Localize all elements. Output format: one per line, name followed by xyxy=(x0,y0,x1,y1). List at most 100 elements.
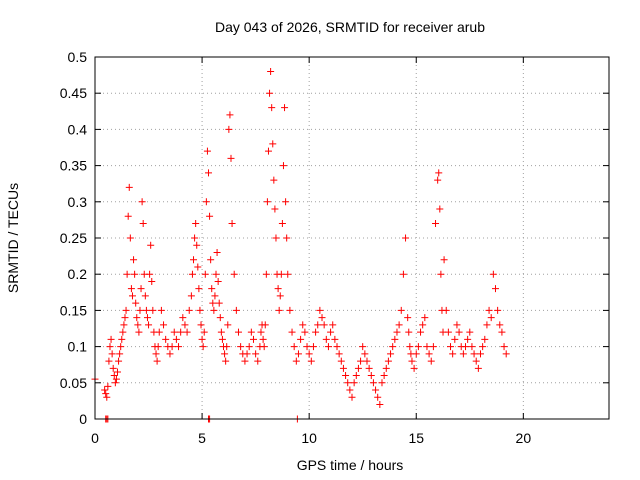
data-point xyxy=(350,379,358,387)
data-point xyxy=(408,357,416,365)
data-point xyxy=(103,393,111,401)
chart-title: Day 043 of 2026, SRMTID for receiver aru… xyxy=(215,19,485,35)
data-point xyxy=(274,285,282,293)
data-point xyxy=(208,285,216,293)
data-point xyxy=(264,147,272,155)
data-point xyxy=(485,306,493,314)
y-tick-label: 0.05 xyxy=(60,375,87,391)
data-point xyxy=(494,306,502,314)
data-point xyxy=(147,241,155,249)
data-point xyxy=(271,205,279,213)
data-point xyxy=(172,335,180,343)
data-point xyxy=(327,328,335,336)
data-point xyxy=(137,285,145,293)
data-point xyxy=(155,328,163,336)
data-point xyxy=(470,350,478,358)
data-point xyxy=(279,162,287,170)
data-point xyxy=(243,350,251,358)
y-axis-label: SRMTID / TECUs xyxy=(5,183,21,293)
data-point xyxy=(113,368,121,376)
data-point xyxy=(342,372,350,380)
data-point xyxy=(374,393,382,401)
data-point xyxy=(440,256,448,264)
data-point xyxy=(127,285,135,293)
data-point xyxy=(419,321,427,329)
data-point xyxy=(363,357,371,365)
data-point xyxy=(128,292,136,300)
data-point xyxy=(294,350,302,358)
data-point xyxy=(211,292,219,300)
data-point xyxy=(444,328,452,336)
data-point xyxy=(205,169,213,177)
data-point xyxy=(405,328,413,336)
data-point xyxy=(108,350,116,358)
data-point xyxy=(434,176,442,184)
y-tick-label: 0.3 xyxy=(68,194,88,210)
data-point xyxy=(292,357,300,365)
y-tick-label: 0.35 xyxy=(60,158,87,174)
data-point xyxy=(234,328,242,336)
data-point xyxy=(133,314,141,322)
data-point xyxy=(314,321,322,329)
data-point xyxy=(207,256,215,264)
data-point xyxy=(427,357,435,365)
data-point xyxy=(365,364,373,372)
data-point xyxy=(303,343,311,351)
data-point xyxy=(477,350,484,358)
data-point xyxy=(466,328,474,336)
data-point xyxy=(225,125,233,133)
data-point xyxy=(380,372,388,380)
data-point xyxy=(216,314,224,322)
data-point xyxy=(209,299,217,307)
data-point xyxy=(278,220,286,228)
x-tick-label: 5 xyxy=(198,430,206,446)
data-point xyxy=(378,379,386,387)
data-point xyxy=(232,306,240,314)
data-point xyxy=(202,198,210,206)
data-point xyxy=(299,321,307,329)
data-point xyxy=(331,335,339,343)
data-point xyxy=(406,343,414,351)
x-axis-label: GPS time / hours xyxy=(297,457,404,473)
y-tick-label: 0.4 xyxy=(68,121,88,137)
data-point xyxy=(335,350,343,358)
data-point xyxy=(346,386,354,394)
data-point xyxy=(333,343,341,351)
data-point xyxy=(179,314,187,322)
data-point xyxy=(479,343,487,351)
data-point xyxy=(399,270,407,278)
data-point xyxy=(106,343,114,351)
data-point xyxy=(305,350,313,358)
data-point xyxy=(175,343,183,351)
data-point xyxy=(357,357,365,365)
data-point xyxy=(468,343,476,351)
data-point xyxy=(197,321,205,329)
data-point xyxy=(402,234,410,242)
data-point xyxy=(213,248,221,256)
data-point xyxy=(206,212,214,220)
data-point xyxy=(404,314,412,322)
data-point xyxy=(101,386,109,394)
data-point xyxy=(223,343,231,351)
data-point xyxy=(453,321,461,329)
data-point xyxy=(221,350,229,358)
data-point xyxy=(369,379,377,387)
data-point xyxy=(105,357,113,365)
data-point xyxy=(435,169,443,177)
data-point xyxy=(109,364,117,372)
data-point xyxy=(276,292,284,300)
data-points xyxy=(91,67,510,423)
data-point xyxy=(241,357,249,365)
data-point xyxy=(266,89,274,97)
data-point xyxy=(191,234,199,242)
data-point xyxy=(203,147,211,155)
data-point xyxy=(136,306,144,314)
data-point xyxy=(451,335,459,343)
data-point xyxy=(188,270,196,278)
data-point xyxy=(245,343,253,351)
data-point xyxy=(249,335,257,343)
data-point xyxy=(389,343,397,351)
x-tick-label: 0 xyxy=(91,430,99,446)
data-point xyxy=(449,350,457,358)
